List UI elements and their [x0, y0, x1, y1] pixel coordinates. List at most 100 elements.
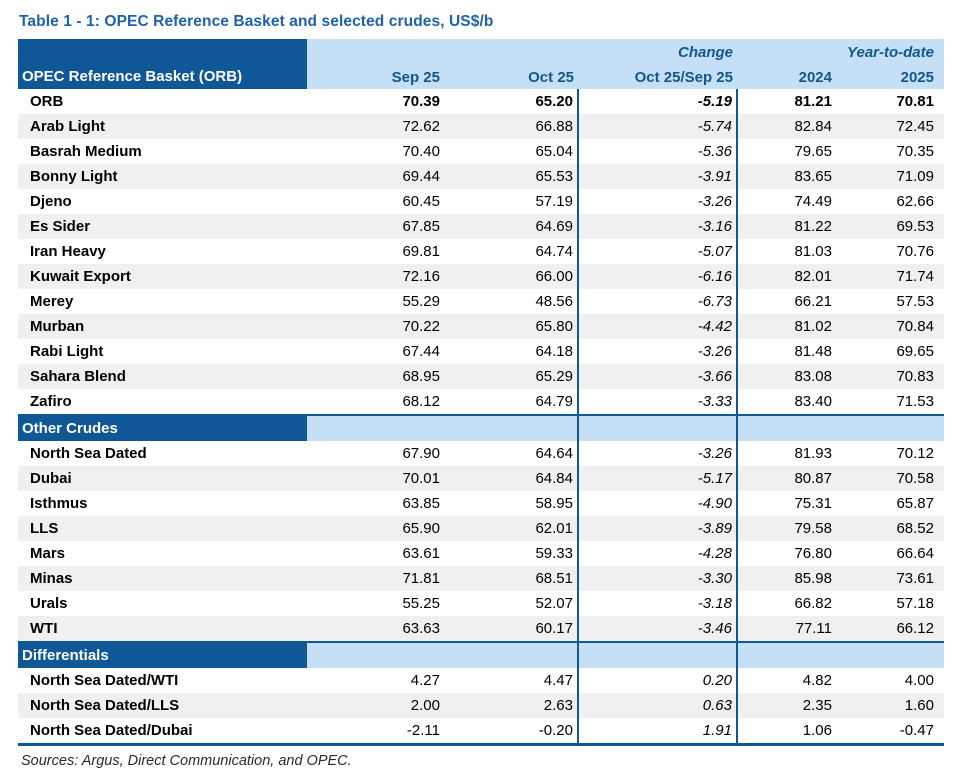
- section-header-row: Other Crudes: [18, 414, 944, 441]
- row-label: Es Sider: [18, 214, 307, 239]
- value-cell-oct-25-sep-25: -3.26: [577, 441, 738, 466]
- table-row: Sahara Blend 68.95 65.29 -3.66 83.08 70.83: [18, 364, 944, 389]
- value-cell-oct-25-sep-25: -3.33: [577, 389, 738, 415]
- value-cell-2024: 81.21: [794, 93, 832, 110]
- value-cell-oct-25: 64.18: [535, 343, 573, 360]
- value-cell-oct-25: 4.47: [543, 672, 573, 689]
- table-row: Mars 63.61 59.33 -4.28 76.80 66.64: [18, 541, 944, 566]
- value-cell-2025: 4.00: [904, 672, 934, 689]
- value-cell-oct-25-sep-25: -3.46: [577, 616, 738, 642]
- value-cell-oct-25-sep-25: -6.16: [577, 264, 738, 289]
- value-cell-2025: 57.53: [896, 293, 934, 310]
- value-cell-oct-25-sep-25: -3.30: [577, 566, 738, 591]
- value-cell-sep-25: 63.61: [402, 545, 440, 562]
- value-cell-sep-25: 4.27: [410, 672, 440, 689]
- value-cell-2025: 69.53: [836, 214, 944, 239]
- value-cell-sep-25: 67.44: [402, 343, 440, 360]
- value-cell-sep-25: 70.39: [402, 93, 440, 110]
- table-row: Murban 70.22 65.80 -4.42 81.02 70.84: [18, 314, 944, 339]
- row-label: Arab Light: [18, 114, 307, 139]
- column-header-row: Sep 25 Oct 25 Oct 25/Sep 25 2024 2025: [18, 65, 944, 89]
- section-fill-cell: [737, 414, 944, 441]
- column-header-oct-25: Oct 25: [444, 65, 578, 89]
- value-cell-oct-25: 68.51: [444, 566, 578, 591]
- value-cell-2025: 72.45: [836, 114, 944, 139]
- table-row: Zafiro 68.12 64.79 -3.33 83.40 71.53: [18, 389, 944, 415]
- section-fill-cell: [307, 641, 578, 668]
- group-header-row: OPEC Reference Basket (ORB) Change Year-…: [18, 39, 944, 89]
- value-cell-oct-25: 57.19: [535, 193, 573, 210]
- value-cell-sep-25: 55.25: [402, 595, 440, 612]
- table-row: Arab Light 72.62 66.88 -5.74 82.84 72.45: [18, 114, 944, 139]
- table-row: North Sea Dated/WTI 4.27 4.47 0.20 4.82 4.00: [18, 668, 944, 693]
- section-title: Other Crudes: [18, 414, 307, 441]
- value-cell-oct-25-sep-25: 1.91: [577, 718, 738, 745]
- row-label: Djeno: [30, 193, 72, 210]
- value-cell-sep-25: 70.01: [307, 466, 444, 491]
- value-cell-oct-25: 52.07: [535, 595, 573, 612]
- value-cell-sep-25: 71.81: [307, 566, 444, 591]
- table-row: Merey 55.29 48.56 -6.73 66.21 57.53: [18, 289, 944, 314]
- section-fill-cell: [577, 641, 738, 668]
- value-cell-2025: 70.83: [836, 364, 944, 389]
- value-cell-oct-25: 2.63: [444, 693, 578, 718]
- value-cell-2024: 76.80: [794, 545, 832, 562]
- value-cell-sep-25: 65.90: [307, 516, 444, 541]
- value-cell-oct-25-sep-25: -3.26: [577, 339, 738, 364]
- value-cell-oct-25-sep-25: -4.28: [577, 541, 738, 566]
- value-cell-oct-25-sep-25: -4.42: [577, 314, 738, 339]
- row-label: Merey: [30, 293, 74, 310]
- row-label: Rabi Light: [30, 343, 104, 360]
- value-cell-2024: 77.11: [737, 616, 836, 642]
- column-header-2024: 2024: [737, 65, 836, 89]
- value-cell-oct-25: 48.56: [535, 293, 573, 310]
- table-row: Basrah Medium 70.40 65.04 -5.36 79.65 70.35: [18, 139, 944, 164]
- row-label: North Sea Dated/WTI: [30, 672, 179, 689]
- value-cell-oct-25-sep-25: -5.07: [577, 239, 738, 264]
- value-cell-2024: 74.49: [794, 193, 832, 210]
- value-cell-2024: 83.40: [794, 393, 832, 410]
- column-header-sep-25: Sep 25: [307, 65, 444, 89]
- value-cell-2024: 81.93: [794, 445, 832, 462]
- section-header-row: Differentials: [18, 641, 944, 668]
- table-row: WTI 63.63 60.17 -3.46 77.11 66.12: [18, 616, 944, 642]
- table-row: Djeno 60.45 57.19 -3.26 74.49 62.66: [18, 189, 944, 214]
- value-cell-oct-25-sep-25: -4.90: [577, 491, 738, 516]
- value-cell-sep-25: 2.00: [307, 693, 444, 718]
- value-cell-oct-25-sep-25: -5.74: [577, 114, 738, 139]
- value-cell-2025: 71.09: [836, 164, 944, 189]
- value-cell-sep-25: 63.63: [307, 616, 444, 642]
- value-cell-oct-25-sep-25: -3.16: [577, 214, 738, 239]
- value-cell-2024: 85.98: [737, 566, 836, 591]
- row-label: North Sea Dated/Dubai: [30, 722, 193, 739]
- row-label: Sahara Blend: [18, 364, 307, 389]
- value-cell-2024: 79.58: [737, 516, 836, 541]
- row-label: Isthmus: [30, 495, 88, 512]
- value-cell-oct-25: 66.00: [444, 264, 578, 289]
- section-fill-cell: [577, 414, 738, 441]
- table-row: Dubai 70.01 64.84 -5.17 80.87 70.58: [18, 466, 944, 491]
- value-cell-2025: 70.76: [896, 243, 934, 260]
- table-row: LLS 65.90 62.01 -3.89 79.58 68.52: [18, 516, 944, 541]
- table-row: Iran Heavy 69.81 64.74 -5.07 81.03 70.76: [18, 239, 944, 264]
- table-header: OPEC Reference Basket (ORB) Change Year-…: [18, 39, 944, 89]
- table-row: Kuwait Export 72.16 66.00 -6.16 82.01 71.74: [18, 264, 944, 289]
- header-spacer-cell: [307, 39, 578, 65]
- value-cell-2024: 66.82: [794, 595, 832, 612]
- value-cell-oct-25: 64.69: [444, 214, 578, 239]
- value-cell-2024: 80.87: [737, 466, 836, 491]
- value-cell-2024: 2.35: [737, 693, 836, 718]
- row-label: Kuwait Export: [18, 264, 307, 289]
- row-label: Dubai: [18, 466, 307, 491]
- value-cell-2025: 69.65: [896, 343, 934, 360]
- value-cell-2024: 75.31: [794, 495, 832, 512]
- row-label: WTI: [18, 616, 307, 642]
- section-fill-cell: [737, 641, 944, 668]
- value-cell-2024: 83.65: [737, 164, 836, 189]
- value-cell-oct-25-sep-25: -3.66: [577, 364, 738, 389]
- table-row: Es Sider 67.85 64.69 -3.16 81.22 69.53: [18, 214, 944, 239]
- table-row: North Sea Dated/Dubai -2.11 -0.20 1.91 1.06 -…: [18, 718, 944, 745]
- table-row: Isthmus 63.85 58.95 -4.90 75.31 65.87: [18, 491, 944, 516]
- value-cell-sep-25: 72.16: [307, 264, 444, 289]
- value-cell-2025: 70.35: [896, 143, 934, 160]
